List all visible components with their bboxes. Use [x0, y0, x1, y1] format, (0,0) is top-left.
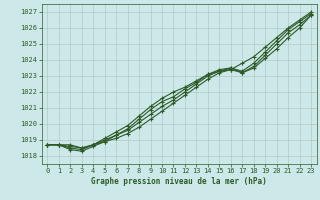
X-axis label: Graphe pression niveau de la mer (hPa): Graphe pression niveau de la mer (hPa) [91, 177, 267, 186]
